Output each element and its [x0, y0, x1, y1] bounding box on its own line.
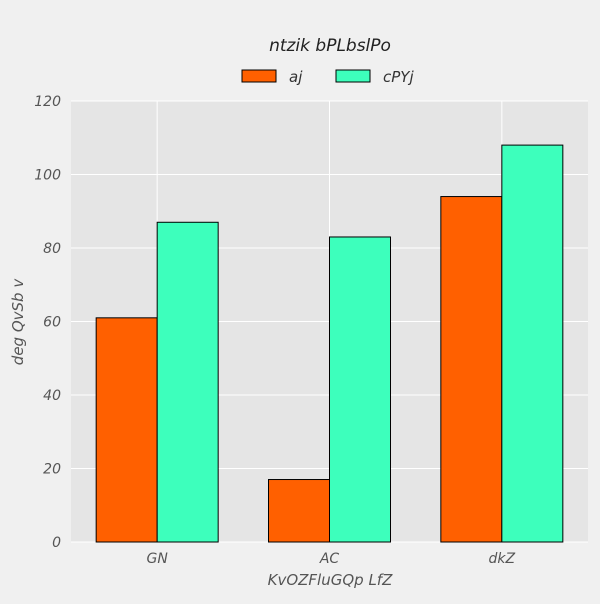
x-tick-label: dkZ [489, 551, 516, 567]
y-tick-label: 40 [43, 388, 61, 404]
chart-title: ntzik bPLbslPo [269, 36, 391, 56]
legend: aj cPYj [241, 68, 414, 86]
legend-swatch-cPYj[interactable] [335, 69, 371, 83]
bar-aj-dkZ[interactable] [440, 196, 503, 543]
x-tick-label: GN [147, 551, 169, 567]
y-tick-label: 80 [43, 241, 61, 257]
x-tick-labels: GN AC dkZ [147, 551, 516, 567]
legend-label-aj: aj [289, 68, 303, 86]
bars [95, 144, 564, 543]
y-tick-label: 60 [43, 315, 61, 331]
bar-cPYj-dkZ[interactable] [501, 144, 564, 543]
legend-label-cPYj: cPYj [383, 68, 414, 86]
bar-cPYj-GN[interactable] [156, 221, 219, 543]
x-tick-label: AC [319, 551, 340, 567]
y-tick-label: 20 [43, 462, 61, 478]
y-axis-label: deg QvSb v [9, 278, 27, 366]
legend-swatch-aj[interactable] [241, 69, 277, 83]
y-tick-labels: 0 20 40 60 80 100 120 [34, 94, 61, 551]
y-tick-label: 120 [34, 94, 61, 110]
bar-aj-AC[interactable] [268, 479, 330, 543]
y-tick-label: 0 [52, 535, 61, 551]
x-axis-label: KvOZFluGQp LfZ [268, 571, 393, 589]
bar-aj-GN[interactable] [95, 317, 158, 543]
bar-cPYj-AC[interactable] [329, 236, 391, 543]
y-tick-label: 100 [34, 168, 61, 184]
